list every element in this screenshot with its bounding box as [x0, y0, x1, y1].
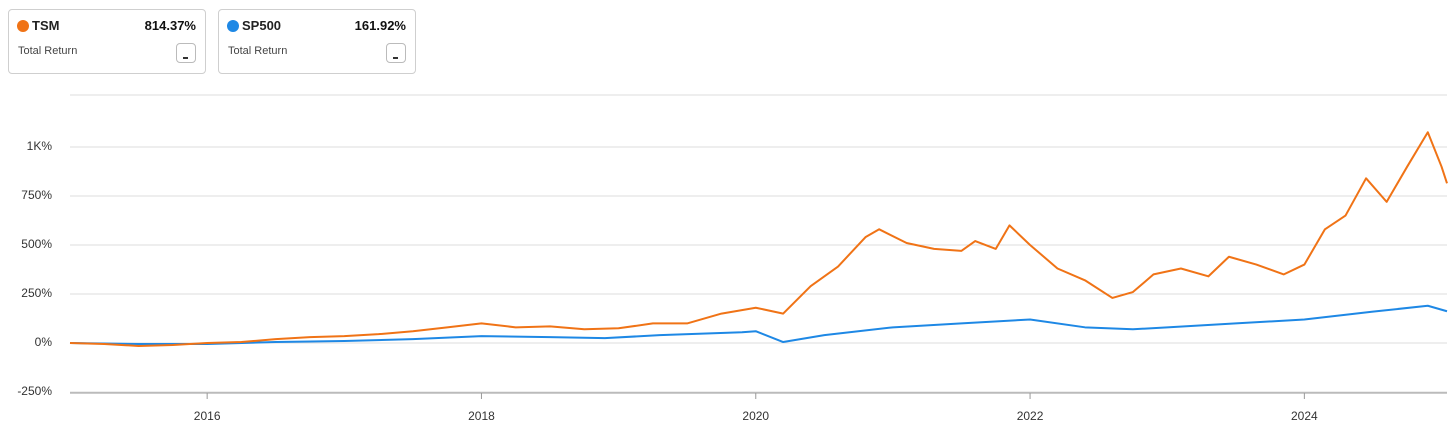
dropdown-button[interactable]: [386, 43, 406, 63]
total-return: 161.92%: [354, 18, 406, 33]
dropdown-button[interactable]: [176, 43, 196, 63]
y-tick-label: 500%: [21, 237, 52, 251]
y-tick-label: 0%: [35, 335, 53, 349]
x-tick-label: 2018: [468, 409, 495, 423]
x-tick-label: 2016: [194, 409, 221, 423]
metric-label: Total Return: [18, 45, 78, 57]
y-tick-label: 250%: [21, 286, 52, 300]
total-return: 814.37%: [144, 18, 196, 33]
series-card: SP500 161.92% Total Return: [218, 9, 416, 74]
legend-label: SP500: [242, 18, 282, 33]
y-tick-label: -250%: [17, 384, 52, 398]
metric-label: Total Return: [228, 45, 288, 57]
series-card: TSM 814.37% Total Return: [8, 9, 206, 74]
legend-marker: [17, 20, 29, 32]
x-tick-label: 2024: [1291, 409, 1318, 423]
series-line: [69, 131, 1448, 347]
legend-label: TSM: [32, 18, 60, 33]
chart: -250% 0% 250% 500% 750% 1K% 2016 2018 2020 2022 20…: [17, 94, 1448, 423]
x-tick-label: 2022: [1017, 409, 1044, 423]
series-line: [69, 304, 1448, 345]
y-tick-label: 1K%: [27, 139, 53, 153]
legend-marker: [227, 20, 239, 32]
y-tick-label: 750%: [21, 188, 52, 202]
x-tick-label: 2020: [742, 409, 769, 423]
